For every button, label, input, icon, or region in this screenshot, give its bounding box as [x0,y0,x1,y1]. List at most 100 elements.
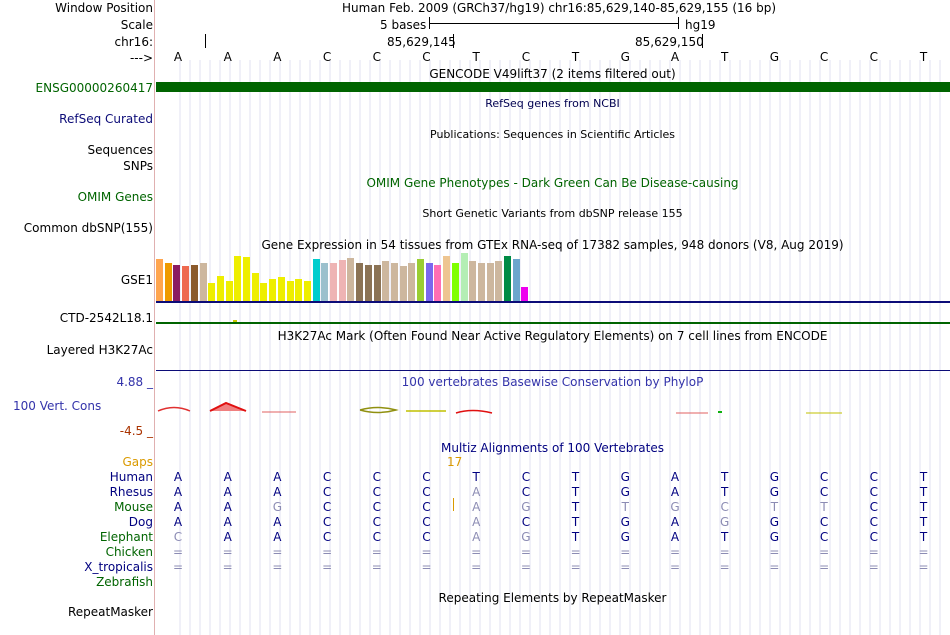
gtex-tissue-bar[interactable] [443,256,451,301]
gtex-tissue-bar[interactable] [216,276,224,301]
snps-track-label[interactable]: SNPs [123,159,153,173]
dbsnp-track-label[interactable]: Common dbSNP(155) [23,221,153,235]
aligned-base: = [918,545,929,559]
gtex-gene-line[interactable] [156,301,950,303]
gtex-tissue-bar[interactable] [234,256,242,301]
sequence-base: C [521,50,531,64]
h3k27ac-track-label[interactable]: Layered H3K27Ac [46,343,153,357]
species-label-x_tropicalis[interactable]: X_tropicalis [84,560,153,574]
gtex-tissue-bar[interactable] [156,259,163,301]
ctd-gene-line[interactable] [156,322,950,324]
gtex-tissue-bar[interactable] [303,281,311,301]
species-label-zebrafish[interactable]: Zebrafish [96,575,153,589]
gtex-tissue-bar[interactable] [269,279,277,301]
aligned-base: T [721,530,729,544]
ctd-gene-label[interactable]: CTD-2542L18.1 [59,311,153,325]
gtex-tissue-bar[interactable] [295,279,303,301]
gtex-tissue-bar[interactable] [434,265,442,301]
aligned-base: A [670,530,680,544]
aligned-base: = [520,545,531,559]
gtex-tissue-bar[interactable] [373,265,381,301]
gtex-tissue-bar[interactable] [286,281,294,301]
repeatmasker-track-title[interactable]: Repeating Elements by RepeatMasker [438,591,667,605]
gtex-tissue-bar[interactable] [477,263,485,301]
gtex-tissue-bar[interactable] [408,263,416,301]
gtex-tissue-bar[interactable] [382,261,390,301]
species-label-mouse[interactable]: Mouse [114,500,153,514]
aligned-base: T [571,500,580,514]
gtex-tissue-bar[interactable] [208,283,216,301]
aligned-base: A [273,530,282,544]
gtex-tissue-bar[interactable] [521,287,529,301]
aligned-base: = [272,545,283,559]
gtex-tissue-bar[interactable] [251,273,259,301]
species-label-rhesus[interactable]: Rhesus [109,485,153,499]
h3k27ac-track-title[interactable]: H3K27Ac Mark (Often Found Near Active Re… [277,329,828,343]
aligned-base: C [521,515,531,529]
gtex-tissue-bar[interactable] [330,263,337,301]
aligned-base: = [868,545,879,559]
publications-track-title[interactable]: Publications: Sequences in Scientific Ar… [430,128,675,141]
gtex-tissue-bar[interactable] [173,265,181,301]
gencode-gene-label[interactable]: ENSG00000260417 [35,81,153,95]
aligned-base: = [570,560,581,574]
gtex-tissue-bar[interactable] [495,261,503,301]
gtex-tissue-bar[interactable] [356,263,364,301]
gaps-label[interactable]: Gaps [122,455,153,469]
aligned-base: G [272,500,283,514]
gtex-tissue-bar[interactable] [425,263,433,301]
aligned-base: = [719,560,730,574]
gtex-tissue-bar[interactable] [486,263,494,301]
omim-track-title[interactable]: OMIM Gene Phenotypes - Dark Green Can Be… [366,176,739,190]
gtex-track-title[interactable]: Gene Expression in 54 tissues from GTEx … [261,238,844,252]
gtex-tissue-bar[interactable] [260,283,268,301]
gtex-tissue-bar[interactable] [390,263,398,301]
refseq-track-title[interactable]: RefSeq genes from NCBI [485,97,620,110]
aligned-base: = [620,560,631,574]
gtex-tissue-bar[interactable] [243,257,250,301]
gtex-tissue-bar[interactable] [347,258,355,301]
gtex-tissue-bar[interactable] [512,259,520,301]
gtex-tissue-bar[interactable] [312,259,320,301]
aligned-base: A [472,530,481,544]
dbsnp-track-title[interactable]: Short Genetic Variants from dbSNP releas… [422,207,683,220]
refseq-track-label[interactable]: RefSeq Curated [59,112,153,126]
gencode-gene-feature[interactable] [156,82,950,92]
aligned-base: T [721,470,729,484]
gtex-tissue-bar[interactable] [225,281,233,301]
gtex-tissue-bar[interactable] [277,277,285,301]
gtex-tissue-bar[interactable] [364,265,372,301]
gtex-tissue-bar[interactable] [469,261,477,301]
conservation-track-title[interactable]: 100 vertebrates Basewise Conservation by… [401,375,704,389]
gtex-tissue-bar[interactable] [321,263,329,301]
gtex-tissue-bar[interactable] [417,259,424,301]
species-label-elephant[interactable]: Elephant [99,530,153,544]
gtex-gene-label[interactable]: GSE1 [120,273,153,287]
aligned-base: G [670,500,680,514]
aligned-base: G [620,515,630,529]
gtex-tissue-bar[interactable] [190,265,198,301]
gtex-tissue-bar[interactable] [164,263,172,301]
gtex-tissue-bar[interactable] [199,263,207,301]
gtex-tissue-bar[interactable] [182,266,190,301]
gtex-tissue-bar[interactable] [460,253,468,301]
omim-track-label[interactable]: OMIM Genes [77,190,153,204]
repeatmasker-track-label[interactable]: RepeatMasker [67,605,153,619]
sequences-track-label[interactable]: Sequences [87,143,153,157]
conservation-wiggle[interactable] [156,400,950,420]
gtex-expression-chart[interactable] [156,252,536,301]
aligned-base: G [620,470,630,484]
gencode-track-title[interactable]: GENCODE V49lift37 (2 items filtered out) [429,67,676,81]
gtex-tissue-bar[interactable] [504,256,511,301]
gtex-tissue-bar[interactable] [338,260,346,301]
species-label-chicken[interactable]: Chicken [105,545,153,559]
species-label-human[interactable]: Human [109,470,153,484]
multiz-track-title[interactable]: Multiz Alignments of 100 Vertebrates [440,441,665,455]
gtex-tissue-bar[interactable] [399,266,407,301]
species-label-dog[interactable]: Dog [128,515,153,529]
conservation-track-label[interactable]: 100 Vert. Cons [13,399,102,413]
gtex-tissue-bar[interactable] [451,263,459,301]
aligned-base: C [869,530,878,544]
aligned-base: = [222,545,233,559]
